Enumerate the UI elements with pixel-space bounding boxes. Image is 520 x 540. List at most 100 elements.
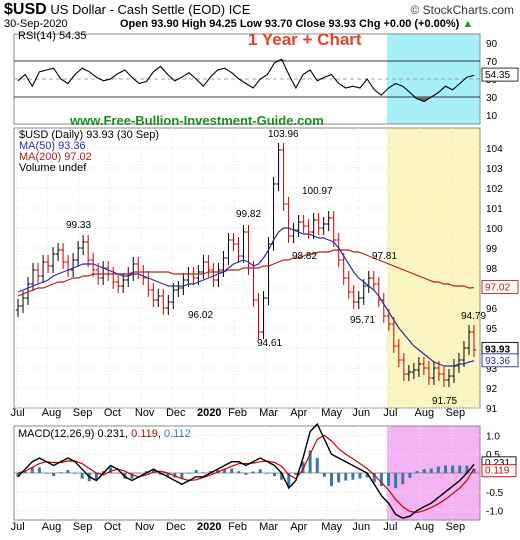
macd-histogram-bar bbox=[408, 473, 412, 478]
rsi-y-tick: 70 bbox=[486, 57, 498, 68]
macd-histogram-bar bbox=[344, 473, 348, 481]
price-annotation: 99.33 bbox=[66, 220, 91, 231]
price-annotation: 99.82 bbox=[236, 209, 261, 220]
macd-histogram-bar bbox=[144, 471, 148, 473]
rsi-y-tick: 90 bbox=[486, 39, 498, 50]
macd-x-tick-label: Jul bbox=[383, 521, 397, 533]
price-y-tick: 93 bbox=[486, 364, 498, 375]
macd-x-tick-label: 2020 bbox=[197, 521, 221, 533]
macd-signal-line bbox=[17, 434, 475, 514]
macd-histogram-bar bbox=[379, 473, 383, 487]
macd-histogram-bar bbox=[351, 473, 355, 480]
ma50-last-value: 93.36 bbox=[485, 356, 510, 367]
histogram-legend-value: 0.112 bbox=[163, 428, 191, 440]
price-x-tick-label: Sep bbox=[446, 407, 466, 419]
price-x-tick-label: May bbox=[321, 407, 342, 419]
macd-histogram-bar bbox=[429, 468, 433, 473]
rsi-legend-text: RSI(14) 54.35 bbox=[18, 30, 87, 42]
price-y-tick: 100 bbox=[486, 224, 503, 235]
price-x-tick-label: Mar bbox=[259, 407, 278, 419]
macd-histogram-bar bbox=[151, 469, 155, 473]
price-legend-main: $USD (Daily) 93.93 (30 Sep) bbox=[19, 129, 160, 141]
rsi-y-tick: 10 bbox=[486, 111, 498, 122]
signal-last-value: 0.119 bbox=[485, 466, 510, 477]
price-annotation: 97.81 bbox=[372, 251, 397, 262]
macd-histogram-bar bbox=[287, 473, 291, 487]
macd-histogram-bar bbox=[59, 472, 63, 473]
macd-histogram-bar bbox=[308, 450, 312, 473]
rsi-line bbox=[17, 58, 475, 103]
macd-x-tick-label: Aug bbox=[42, 521, 62, 533]
price-y-tick: 98 bbox=[486, 264, 498, 275]
ma200-legend: MA(200) 97.02 bbox=[19, 151, 92, 163]
exchange-name: ICE bbox=[228, 2, 251, 17]
macd-histogram-bar bbox=[23, 471, 27, 473]
macd-histogram-bar bbox=[137, 473, 141, 474]
price-panel-highlight bbox=[387, 128, 480, 408]
macd-y-tick: 0.5 bbox=[486, 450, 500, 461]
copyright-source: © StockCharts.com bbox=[410, 3, 514, 17]
chart-overlay-title: 1 Year + Chart bbox=[248, 30, 362, 49]
price-x-tick-label: 2020 bbox=[197, 407, 221, 419]
macd-histogram-bar bbox=[401, 473, 405, 485]
macd-histogram-bar bbox=[422, 469, 426, 473]
macd-histogram-bar bbox=[358, 473, 362, 479]
macd-x-tick-label: Nov bbox=[135, 521, 155, 533]
ma200-last-value-box bbox=[481, 280, 519, 295]
signal-legend-value: 0.119 bbox=[131, 428, 158, 440]
ma50-line bbox=[17, 227, 475, 367]
macd-histogram-bar bbox=[80, 473, 84, 479]
macd-histogram-bar bbox=[244, 473, 248, 475]
macd-last-value: 0.231 bbox=[485, 458, 510, 469]
macd-histogram-bar bbox=[201, 472, 205, 473]
quote-line: Open 93.90 High 94.25 Low 93.70 Close 93… bbox=[120, 18, 473, 30]
chart-header-title: $USD US Dollar - Cash Settle (EOD) ICE bbox=[4, 1, 250, 19]
price-annotation: 94.61 bbox=[257, 338, 282, 349]
price-x-tick-label: Nov bbox=[135, 407, 155, 419]
price-annotation: 96.02 bbox=[188, 310, 213, 321]
macd-histogram-bar bbox=[465, 465, 469, 473]
macd-histogram-bar bbox=[37, 467, 41, 473]
macd-x-tick-label: Oct bbox=[104, 521, 121, 533]
macd-histogram-bar bbox=[451, 465, 455, 473]
volume-legend: Volume undef bbox=[19, 162, 87, 174]
macd-x-tick-label: Dec bbox=[166, 521, 186, 533]
macd-x-tick-label: May bbox=[321, 521, 342, 533]
macd-histogram-bar bbox=[330, 473, 333, 487]
rsi-legend: RSI(14) 54.35 bbox=[18, 30, 86, 42]
macd-histogram-bar bbox=[265, 473, 269, 474]
ma50-last-value-box bbox=[481, 353, 519, 368]
price-y-tick: 104 bbox=[486, 144, 503, 155]
price-x-tick-label: Jun bbox=[352, 407, 370, 419]
macd-x-tick-label: Apr bbox=[290, 521, 307, 533]
macd-x-tick-label: Mar bbox=[259, 521, 278, 533]
macd-histogram-bar bbox=[322, 473, 326, 477]
macd-histogram-bar bbox=[30, 467, 34, 473]
macd-x-tick-label: Sep bbox=[73, 521, 93, 533]
price-x-tick-label: Oct bbox=[104, 407, 121, 419]
macd-histogram-bar bbox=[180, 473, 184, 479]
macd-histogram-bar bbox=[394, 473, 398, 489]
macd-histogram-bar bbox=[223, 469, 227, 473]
macd-histogram-bar bbox=[194, 469, 198, 473]
macd-histogram-bar bbox=[216, 469, 219, 473]
price-annotation: 100.97 bbox=[302, 186, 333, 197]
price-x-tick-label: Aug bbox=[42, 407, 62, 419]
macd-x-tick-label: Aug bbox=[414, 521, 434, 533]
price-x-tick-label: Sep bbox=[73, 407, 93, 419]
macd-histogram-bar bbox=[301, 461, 305, 473]
ma200-line bbox=[17, 249, 475, 297]
price-annotation: 91.75 bbox=[432, 396, 457, 407]
signal-last-value-box bbox=[481, 464, 517, 478]
macd-histogram-bar bbox=[251, 471, 255, 473]
macd-histogram-bar bbox=[337, 473, 341, 483]
macd-histogram-bar bbox=[458, 465, 462, 473]
macd-histogram-bar bbox=[230, 468, 234, 473]
price-x-tick-label: Jul bbox=[383, 407, 397, 419]
price-y-tick: 95 bbox=[486, 324, 498, 335]
quote-values: Open 93.90 High 94.25 Low 93.70 Close 93… bbox=[120, 18, 460, 30]
macd-line bbox=[17, 422, 475, 519]
instrument-description: US Dollar - Cash Settle (EOD) bbox=[50, 2, 226, 17]
rsi-overbought-fill bbox=[281, 59, 289, 61]
